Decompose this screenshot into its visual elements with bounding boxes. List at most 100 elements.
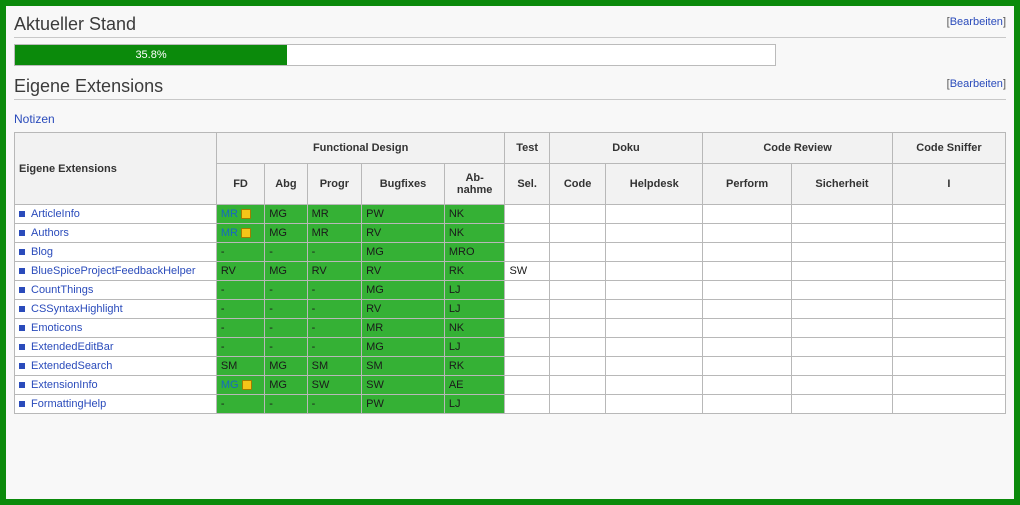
row-name-label: Emoticons xyxy=(31,322,82,334)
group-code-review: Code Review xyxy=(703,133,893,164)
row-name-cell[interactable]: ArticleInfo xyxy=(15,205,217,224)
col-bugfixes: Bugfixes xyxy=(362,164,445,205)
status-heading: Aktueller Stand Bearbeiten xyxy=(14,14,1006,38)
data-cell[interactable]: MR xyxy=(216,224,264,243)
data-cell xyxy=(505,338,549,357)
data-cell xyxy=(892,205,1005,224)
data-cell xyxy=(703,319,792,338)
data-cell: RK xyxy=(444,357,505,376)
data-cell: - xyxy=(216,243,264,262)
data-cell: SM xyxy=(362,357,445,376)
data-cell: RV xyxy=(307,262,361,281)
table-row: Blog---MGMRO xyxy=(15,243,1006,262)
data-cell: NK xyxy=(444,205,505,224)
data-cell xyxy=(606,243,703,262)
data-cell xyxy=(549,357,606,376)
status-edit-link[interactable]: Bearbeiten xyxy=(947,16,1006,28)
bullet-icon xyxy=(19,382,25,388)
data-cell: - xyxy=(216,281,264,300)
data-cell: - xyxy=(307,243,361,262)
row-name-cell[interactable]: ExtensionInfo xyxy=(15,376,217,395)
data-cell: - xyxy=(307,319,361,338)
col-cs-i: I xyxy=(892,164,1005,205)
row-name-cell[interactable]: FormattingHelp xyxy=(15,395,217,414)
data-cell: SW xyxy=(362,376,445,395)
data-cell xyxy=(549,243,606,262)
table-row: ExtensionInfoMGMGSWSWAE xyxy=(15,376,1006,395)
row-name-label: BlueSpiceProjectFeedbackHelper xyxy=(31,265,195,277)
col-fd: FD xyxy=(216,164,264,205)
data-cell xyxy=(892,395,1005,414)
cell-link[interactable]: MG xyxy=(221,379,239,391)
data-cell xyxy=(606,224,703,243)
data-cell xyxy=(606,376,703,395)
row-name-label: ExtendedEditBar xyxy=(31,341,114,353)
data-cell: MG xyxy=(265,376,307,395)
data-cell xyxy=(792,338,893,357)
data-cell xyxy=(606,300,703,319)
lock-icon xyxy=(241,228,251,238)
row-name-cell[interactable]: ExtendedEditBar xyxy=(15,338,217,357)
row-name-cell[interactable]: Emoticons xyxy=(15,319,217,338)
data-cell xyxy=(703,395,792,414)
table-row: BlueSpiceProjectFeedbackHelperRVMGRVRVRK… xyxy=(15,262,1006,281)
group-test: Test xyxy=(505,133,549,164)
data-cell xyxy=(792,281,893,300)
data-cell xyxy=(505,357,549,376)
data-cell: - xyxy=(265,338,307,357)
data-cell xyxy=(606,319,703,338)
notes-link[interactable]: Notizen xyxy=(14,112,55,126)
data-cell: RV xyxy=(362,262,445,281)
row-name-cell[interactable]: Authors xyxy=(15,224,217,243)
data-cell xyxy=(549,300,606,319)
col-sicherheit[interactable]: Sicherheit xyxy=(792,164,893,205)
data-cell: MG xyxy=(265,205,307,224)
table-row: ExtendedEditBar---MGLJ xyxy=(15,338,1006,357)
data-cell: RK xyxy=(444,262,505,281)
table-row: FormattingHelp---PWLJ xyxy=(15,395,1006,414)
data-cell: - xyxy=(265,395,307,414)
data-cell: RV xyxy=(362,300,445,319)
data-cell xyxy=(892,357,1005,376)
data-cell xyxy=(792,224,893,243)
data-cell xyxy=(703,262,792,281)
data-cell: MG xyxy=(265,357,307,376)
row-name-cell[interactable]: CSSyntaxHighlight xyxy=(15,300,217,319)
progress-fill: 35.8% xyxy=(15,45,287,65)
data-cell xyxy=(703,338,792,357)
row-name-cell[interactable]: BlueSpiceProjectFeedbackHelper xyxy=(15,262,217,281)
cell-link[interactable]: MR xyxy=(221,227,238,239)
bullet-icon xyxy=(19,268,25,274)
data-cell xyxy=(505,300,549,319)
data-cell[interactable]: MG xyxy=(216,376,264,395)
data-cell xyxy=(892,243,1005,262)
row-name-cell[interactable]: Blog xyxy=(15,243,217,262)
data-cell: MR xyxy=(362,319,445,338)
data-cell xyxy=(606,281,703,300)
extensions-edit-link[interactable]: Bearbeiten xyxy=(947,78,1006,90)
data-cell: MG xyxy=(362,243,445,262)
data-cell xyxy=(505,205,549,224)
data-cell: RV xyxy=(362,224,445,243)
group-doku: Doku xyxy=(549,133,702,164)
data-cell xyxy=(505,224,549,243)
col-perform[interactable]: Perform xyxy=(703,164,792,205)
status-title: Aktueller Stand xyxy=(14,14,136,34)
row-name-cell[interactable]: ExtendedSearch xyxy=(15,357,217,376)
row-name-label: Blog xyxy=(31,246,53,258)
cell-link[interactable]: MR xyxy=(221,208,238,220)
lock-icon xyxy=(242,380,252,390)
data-cell xyxy=(549,281,606,300)
data-cell xyxy=(505,319,549,338)
bullet-icon xyxy=(19,363,25,369)
group-functional-design: Functional Design xyxy=(216,133,505,164)
data-cell xyxy=(549,319,606,338)
row-name-cell[interactable]: CountThings xyxy=(15,281,217,300)
data-cell: - xyxy=(216,338,264,357)
data-cell[interactable]: MR xyxy=(216,205,264,224)
data-cell xyxy=(549,338,606,357)
data-cell xyxy=(792,376,893,395)
col-abnahme: Ab-nahme xyxy=(444,164,505,205)
data-cell xyxy=(892,224,1005,243)
data-cell xyxy=(792,300,893,319)
